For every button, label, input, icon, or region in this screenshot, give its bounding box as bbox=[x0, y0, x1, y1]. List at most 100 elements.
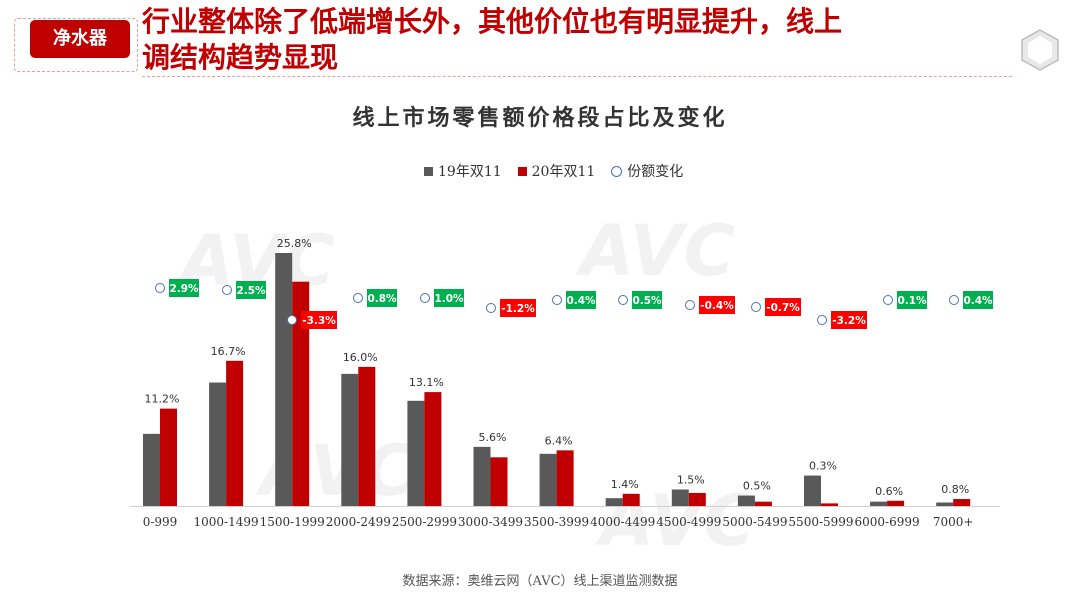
data-label-10: 0.3% bbox=[809, 460, 837, 473]
data-label-9: 0.5% bbox=[743, 480, 771, 493]
share-change-badge-9 bbox=[765, 298, 801, 316]
data-label-3: 16.0% bbox=[343, 351, 378, 364]
share-change-circle-7 bbox=[618, 295, 628, 305]
data-label-7: 1.4% bbox=[611, 478, 639, 491]
bar-2020-10 bbox=[821, 503, 838, 506]
tick-label-1: 1000-1499 bbox=[194, 515, 259, 529]
tick-label-7: 4000-4499 bbox=[590, 515, 655, 529]
share-change-circle-9 bbox=[751, 302, 761, 312]
bar-2019-6 bbox=[539, 453, 557, 506]
share-change-circle-5 bbox=[486, 303, 496, 313]
tick-label-8: 4500-4999 bbox=[656, 515, 721, 529]
bar-2019-10 bbox=[804, 475, 821, 506]
bar-2020-9 bbox=[754, 501, 772, 506]
tick-label-3: 2000-2499 bbox=[326, 515, 391, 529]
bar-2019-7 bbox=[605, 498, 623, 506]
tick-label-9: 5000-5499 bbox=[722, 515, 787, 529]
headline-line-2: 调结构趋势显现 bbox=[142, 41, 339, 74]
share-change-label-1: 2.5% bbox=[236, 285, 266, 297]
legend-swatch-2020 bbox=[517, 166, 527, 176]
share-change-badge-8 bbox=[699, 296, 735, 314]
tag-frame bbox=[14, 18, 138, 72]
share-change-circle-2 bbox=[287, 315, 297, 325]
share-change-badge-10 bbox=[831, 311, 867, 329]
bar-2019-8 bbox=[671, 489, 689, 506]
legend-swatch-2019 bbox=[424, 166, 433, 176]
share-change-label-5: -1.2% bbox=[501, 303, 535, 315]
bar-2020-6 bbox=[556, 450, 574, 506]
bar-2020-2 bbox=[292, 281, 310, 506]
share-change-badge-7 bbox=[632, 291, 662, 309]
share-change-label-10: -3.2% bbox=[832, 315, 866, 327]
legend-label-2019: 19年双11 bbox=[438, 164, 502, 180]
share-change-badge-3 bbox=[367, 289, 397, 307]
share-change-circle-8 bbox=[685, 300, 695, 310]
share-change-badge-0 bbox=[169, 279, 199, 297]
share-change-circle-3 bbox=[353, 293, 363, 303]
data-label-8: 1.5% bbox=[677, 473, 705, 486]
slide-headline: 行业整体除了低端增长外，其他价位也有明显提升，线上 调结构趋势显现 bbox=[142, 4, 1012, 76]
share-change-badge-2 bbox=[301, 311, 337, 329]
share-change-badge-6 bbox=[566, 291, 596, 309]
data-label-4: 13.1% bbox=[409, 376, 444, 389]
legend-item-2020: 20年双11 bbox=[517, 161, 596, 181]
share-change-badge-12 bbox=[963, 291, 993, 309]
bar-2019-1 bbox=[209, 382, 227, 506]
bar-2019-4 bbox=[407, 400, 425, 506]
share-change-label-2: -3.3% bbox=[302, 315, 336, 327]
share-change-circle-12 bbox=[949, 295, 959, 305]
category-tag: 净水器 bbox=[30, 20, 130, 58]
share-change-label-12: 0.4% bbox=[963, 295, 993, 307]
bar-2019-2 bbox=[275, 253, 293, 506]
share-change-label-3: 0.8% bbox=[367, 293, 397, 305]
bar-2020-5 bbox=[490, 457, 508, 506]
share-change-circle-0 bbox=[155, 283, 165, 293]
bar-2019-3 bbox=[341, 373, 359, 506]
share-change-circle-10 bbox=[817, 315, 827, 325]
bar-2020-7 bbox=[622, 493, 640, 506]
header-divider bbox=[142, 76, 1012, 77]
data-label-11: 0.6% bbox=[875, 485, 903, 498]
tick-label-5: 3000-3499 bbox=[458, 515, 523, 529]
share-change-label-11: 0.1% bbox=[897, 295, 927, 307]
chart-title: 线上市场零售额价格段占比及变化 bbox=[352, 105, 728, 131]
bar-2019-0 bbox=[143, 433, 160, 506]
share-change-label-6: 0.4% bbox=[566, 295, 596, 307]
share-change-label-0: 2.9% bbox=[169, 283, 199, 295]
hexagon-icon bbox=[1021, 29, 1059, 71]
tick-label-12: 7000+ bbox=[933, 515, 974, 529]
data-label-1: 16.7% bbox=[211, 345, 246, 358]
legend-label-share-change: 份额变化 bbox=[627, 164, 684, 180]
chart-legend: 19年双11 20年双11 份额变化 bbox=[424, 160, 683, 182]
share-change-circle-6 bbox=[552, 295, 562, 305]
bar-2020-12 bbox=[953, 499, 971, 506]
tick-label-10: 5500-5999 bbox=[788, 515, 853, 529]
bar-2020-11 bbox=[887, 500, 905, 506]
tick-label-6: 3500-3999 bbox=[524, 515, 589, 529]
tick-label-2: 1500-1999 bbox=[260, 515, 325, 529]
data-label-6: 6.4% bbox=[545, 434, 573, 447]
legend-item-2019: 19年双11 bbox=[424, 161, 502, 181]
legend-circle-icon bbox=[611, 165, 623, 177]
share-change-badge-4 bbox=[434, 289, 464, 307]
share-change-label-8: -0.4% bbox=[700, 300, 734, 312]
share-change-badge-5 bbox=[500, 299, 536, 317]
tick-label-11: 6000-6999 bbox=[855, 515, 920, 529]
bar-2020-1 bbox=[226, 360, 244, 506]
share-change-label-9: -0.7% bbox=[766, 302, 800, 314]
bar-2020-8 bbox=[688, 492, 706, 506]
bar-2019-9 bbox=[737, 495, 755, 506]
data-label-12: 0.8% bbox=[941, 483, 969, 496]
legend-label-2020: 20年双11 bbox=[531, 164, 596, 180]
share-change-badge-1 bbox=[236, 281, 266, 299]
data-source-note: 数据来源：奥维云网（AVC）线上渠道监测数据 bbox=[402, 574, 678, 589]
share-change-circle-4 bbox=[420, 293, 430, 303]
share-change-circle-11 bbox=[883, 295, 893, 305]
bar-2019-11 bbox=[870, 501, 888, 506]
data-label-5: 5.6% bbox=[479, 431, 507, 444]
bar-2019-12 bbox=[936, 502, 954, 506]
data-label-0: 11.2% bbox=[145, 393, 180, 406]
tick-label-4: 2500-2999 bbox=[392, 515, 457, 529]
share-change-label-4: 1.0% bbox=[434, 293, 464, 305]
